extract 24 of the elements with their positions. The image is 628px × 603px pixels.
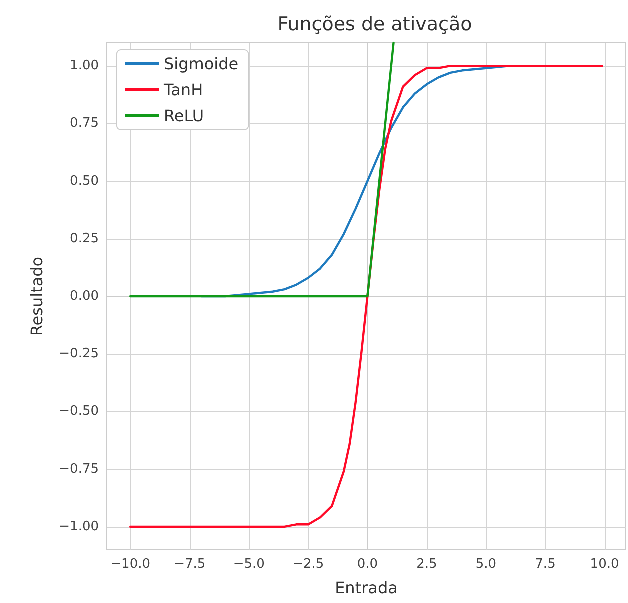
x-tick-label: 10.0 bbox=[590, 557, 620, 572]
x-tick-label: 7.5 bbox=[535, 557, 556, 572]
y-tick-label: −1.00 bbox=[59, 519, 99, 534]
x-tick-label: −2.5 bbox=[292, 557, 324, 572]
legend-label: TanH bbox=[163, 80, 204, 100]
legend-label: Sigmoide bbox=[164, 54, 239, 74]
x-axis-title: Entrada bbox=[335, 578, 398, 598]
y-tick-label: 0.25 bbox=[70, 231, 99, 246]
y-tick-label: −0.50 bbox=[59, 404, 99, 420]
x-tick-label: 5.0 bbox=[476, 557, 497, 572]
legend-label: ReLU bbox=[164, 106, 204, 126]
y-tick-label: −0.75 bbox=[59, 462, 99, 477]
chart-title: Funções de ativação bbox=[278, 14, 472, 36]
y-tick-label: 0.75 bbox=[70, 116, 99, 132]
y-tick-label: 0.00 bbox=[70, 289, 99, 304]
y-tick-label: −0.25 bbox=[59, 346, 99, 362]
y-axis-title: Resultado bbox=[28, 256, 46, 336]
y-tick-label: 0.50 bbox=[70, 174, 99, 189]
x-tick-label: 0.0 bbox=[357, 557, 378, 572]
x-tick-label: −7.5 bbox=[174, 557, 206, 572]
x-tick-label: −10.0 bbox=[110, 557, 151, 572]
y-tick-label: 1.00 bbox=[70, 58, 99, 74]
x-tick-label: 2.5 bbox=[416, 557, 438, 572]
x-tick-label: −5.0 bbox=[233, 557, 265, 572]
